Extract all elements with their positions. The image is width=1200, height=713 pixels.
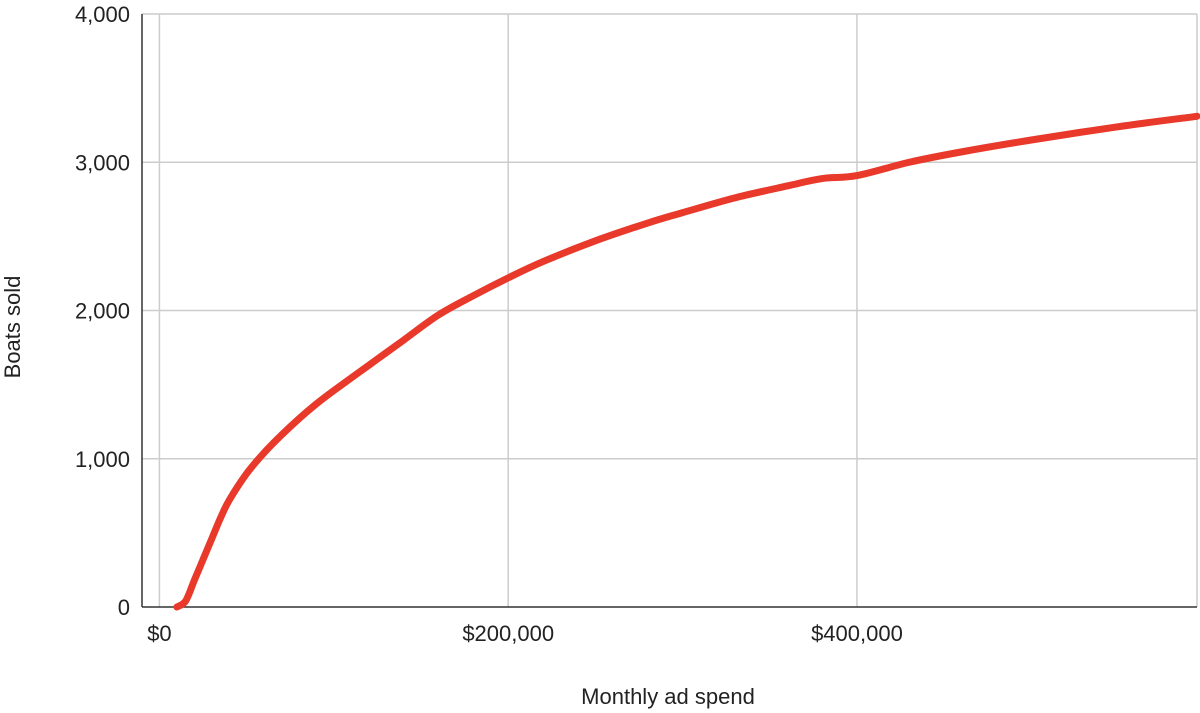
y-tick-label: 1,000 (75, 447, 130, 472)
x-tick-label: $200,000 (462, 621, 554, 646)
x-tick-label: $400,000 (811, 621, 903, 646)
y-tick-label: 3,000 (75, 150, 130, 175)
y-tick-label: 2,000 (75, 299, 130, 324)
gridlines (142, 13, 1198, 607)
series-layer (173, 112, 1200, 611)
axes (141, 14, 1197, 608)
series-line (173, 112, 1200, 611)
y-axis-title: Boats sold (0, 276, 25, 379)
x-tick-label: $0 (147, 621, 171, 646)
y-tick-label: 4,000 (75, 2, 130, 27)
y-tick-label: 0 (118, 595, 130, 620)
tick-labels: 0 1,000 2,000 3,000 4,000 $0 $200,000 $400,000 (75, 2, 903, 646)
x-axis-title: Monthly ad spend (581, 684, 755, 709)
